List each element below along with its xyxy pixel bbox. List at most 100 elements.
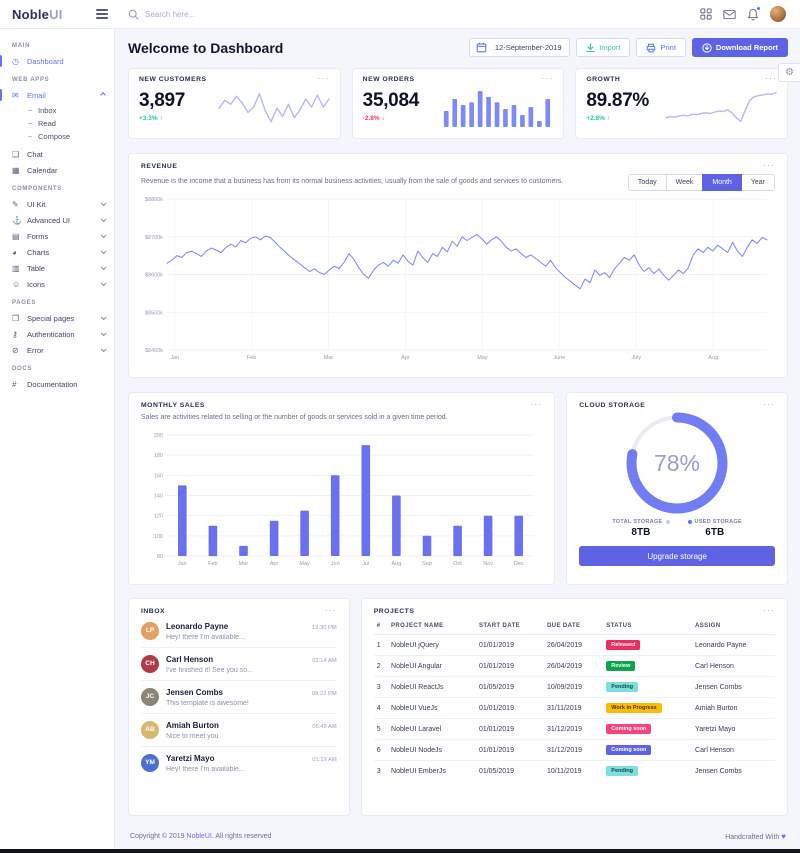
stat-value: 35,084 <box>362 90 420 111</box>
upgrade-storage-button[interactable]: Upgrade storage <box>579 546 775 566</box>
bullet-icon <box>28 123 32 124</box>
inbox-message[interactable]: YM Yaretzi Mayo 01:19 AM Hey! there I'm a… <box>141 747 337 779</box>
svg-text:100: 100 <box>154 534 163 540</box>
sidebar-item-error[interactable]: ⊘ Error <box>0 342 114 358</box>
svg-text:Aug: Aug <box>391 561 401 567</box>
print-button[interactable]: Print <box>636 38 686 57</box>
stat-card-new-orders: NEW ORDERS ··· 35,084 -2.8% ↓ <box>351 68 565 139</box>
smiley-icon: ☺ <box>12 279 21 289</box>
revenue-card: REVENUE ··· Revenue is the income that a… <box>128 153 788 378</box>
card-menu-dots-icon[interactable]: ··· <box>530 399 543 409</box>
download-arrow-icon <box>586 42 595 52</box>
footer-brand-link[interactable]: NobleUI <box>186 833 212 840</box>
sidebar-item-read[interactable]: Read <box>0 117 114 130</box>
search-icon <box>128 9 139 20</box>
stat-value: 3,897 <box>139 90 186 111</box>
sidebar-item-compose[interactable]: Compose <box>0 130 114 143</box>
svg-text:Jan: Jan <box>170 355 179 361</box>
table-row[interactable]: 1 NobleUI jQuery 01/01/2019 26/04/2019 Rele… <box>373 634 775 656</box>
sidebar-item-advanced-ui[interactable]: ⚓ Advanced UI <box>0 212 114 228</box>
status-badge: Coming soon <box>606 745 652 755</box>
footer: Copyright © 2019 NobleUI. All rights res… <box>128 824 788 841</box>
date-picker[interactable] <box>469 38 571 57</box>
card-menu-dots-icon[interactable]: ··· <box>765 73 778 83</box>
card-menu-dots-icon[interactable]: ··· <box>541 73 554 83</box>
page-toolbar: Import Print Download Report <box>469 38 788 57</box>
inbox-title: INBOX <box>141 608 166 615</box>
table-row[interactable]: 5 NobleUI Laravel 01/01/2019 31/12/2019 Com… <box>373 718 775 740</box>
hash-icon: # <box>12 379 17 389</box>
settings-gear-icon[interactable]: ⚙ <box>778 63 800 82</box>
sidebar-item-inbox[interactable]: Inbox <box>0 104 114 117</box>
svg-text:80: 80 <box>157 554 163 560</box>
table-row[interactable]: 3 NobleUI ReactJs 01/05/2019 10/09/2019 Pen… <box>373 676 775 698</box>
user-avatar[interactable] <box>770 6 786 22</box>
table-row[interactable]: 4 NobleUI VueJs 01/01/2019 31/11/2019 Work … <box>373 697 775 719</box>
stat-title: NEW CUSTOMERS <box>139 76 207 83</box>
card-menu-dots-icon[interactable]: ··· <box>763 605 775 615</box>
inbox-message[interactable]: LP Leonardo Payne 12:30 PM Hey! there I'm… <box>141 615 337 648</box>
chevron-up-icon <box>100 92 106 98</box>
card-menu-dots-icon[interactable]: ··· <box>763 160 775 170</box>
period-today-button[interactable]: Today <box>627 174 667 191</box>
card-menu-dots-icon[interactable]: ··· <box>317 73 330 83</box>
table-row[interactable]: 6 NobleUI NodeJs 01/01/2019 31/12/2019 Comi… <box>373 739 775 761</box>
card-menu-dots-icon[interactable]: ··· <box>324 605 337 615</box>
svg-text:200: 200 <box>154 433 163 439</box>
cloud-download-icon <box>702 42 712 53</box>
import-button[interactable]: Import <box>576 38 631 57</box>
card-menu-dots-icon[interactable]: ··· <box>763 399 775 409</box>
svg-text:July: July <box>631 355 641 361</box>
sidebar-item-ui-kit[interactable]: ✎ UI Kit <box>0 196 114 212</box>
apps-grid-icon[interactable] <box>700 8 712 20</box>
email-submenu: Inbox Read Compose <box>0 103 114 146</box>
chevron-down-icon <box>100 216 107 223</box>
sidebar-item-calendar[interactable]: ▦ Calendar <box>12 165 58 175</box>
period-month-button[interactable]: Month <box>702 174 742 191</box>
lock-icon: ⚷ <box>12 329 18 339</box>
download-report-button[interactable]: Download Report <box>691 38 788 57</box>
brand-logo[interactable]: NobleUI <box>12 7 63 22</box>
period-week-button[interactable]: Week <box>665 174 704 191</box>
sidebar-item-forms[interactable]: ▤ Forms <box>0 228 114 244</box>
new-orders-sparkline-chart <box>441 84 553 128</box>
total-storage-dot-icon <box>665 520 670 524</box>
mail-icon[interactable] <box>723 9 736 20</box>
status-badge: Coming soon <box>606 724 652 734</box>
svg-text:Jan: Jan <box>178 561 187 567</box>
date-input[interactable] <box>487 43 570 52</box>
sidebar-section-pages: PAGES <box>12 300 37 306</box>
sidebar-item-documentation[interactable]: # Documentation <box>12 379 78 389</box>
table-row[interactable]: 2 NobleUI Angular 01/01/2019 26/04/2019 Rev… <box>373 655 775 677</box>
bullet-icon <box>28 136 32 137</box>
inbox-message[interactable]: AB Amiah Burton 05:49 AM Nice to meet you <box>141 714 337 747</box>
notifications-bell-icon[interactable] <box>747 5 761 21</box>
sidebar-item-charts[interactable]: ◕ Charts <box>0 244 114 260</box>
sidebar-item-icons[interactable]: ☺ Icons <box>0 276 114 292</box>
chevron-down-icon <box>100 264 107 271</box>
sidebar-item-special-pages[interactable]: ❐ Special pages <box>0 310 114 326</box>
anchor-icon: ⚓ <box>12 215 22 225</box>
sidebar-item-chat[interactable]: ❑ Chat <box>12 149 43 159</box>
column-header: PROJECT NAME <box>388 618 476 635</box>
table-row[interactable]: 3 NobleUI EmberJs 01/05/2019 10/11/2019 Pen… <box>376 766 742 776</box>
total-storage-legend: TOTAL STORAGE 8TB <box>612 519 670 538</box>
main-content: Welcome to Dashboard Import Print Downlo… <box>115 29 800 849</box>
sidebar-section-web-apps: WEB APPS <box>12 77 50 83</box>
svg-text:Apr: Apr <box>270 561 279 567</box>
sidebar-toggle-icon[interactable] <box>96 7 108 21</box>
period-year-button[interactable]: Year <box>740 174 775 191</box>
chat-bubble-icon: ❑ <box>12 149 20 159</box>
inbox-message[interactable]: CH Carl Henson 02:14 AM I've finished it!… <box>141 648 337 681</box>
inbox-message[interactable]: JC Jensen Combs 08:22 PM This template is… <box>141 681 337 714</box>
svg-text:May: May <box>477 355 488 361</box>
sidebar-item-email[interactable]: ✉ Email <box>0 87 114 103</box>
monthly-sales-card: MONTHLY SALES ··· Sales are activities r… <box>128 392 556 585</box>
sidebar-item-authentication[interactable]: ⚷ Authentication <box>0 326 114 342</box>
svg-text:Mar: Mar <box>239 561 249 567</box>
search-input[interactable] <box>145 9 365 19</box>
speedometer-icon: ◷ <box>12 56 19 66</box>
sidebar-item-table[interactable]: ▥ Table <box>0 260 114 276</box>
status-badge: Work in Progress <box>606 703 662 713</box>
sidebar-item-dashboard[interactable]: ◷ Dashboard <box>0 53 114 69</box>
